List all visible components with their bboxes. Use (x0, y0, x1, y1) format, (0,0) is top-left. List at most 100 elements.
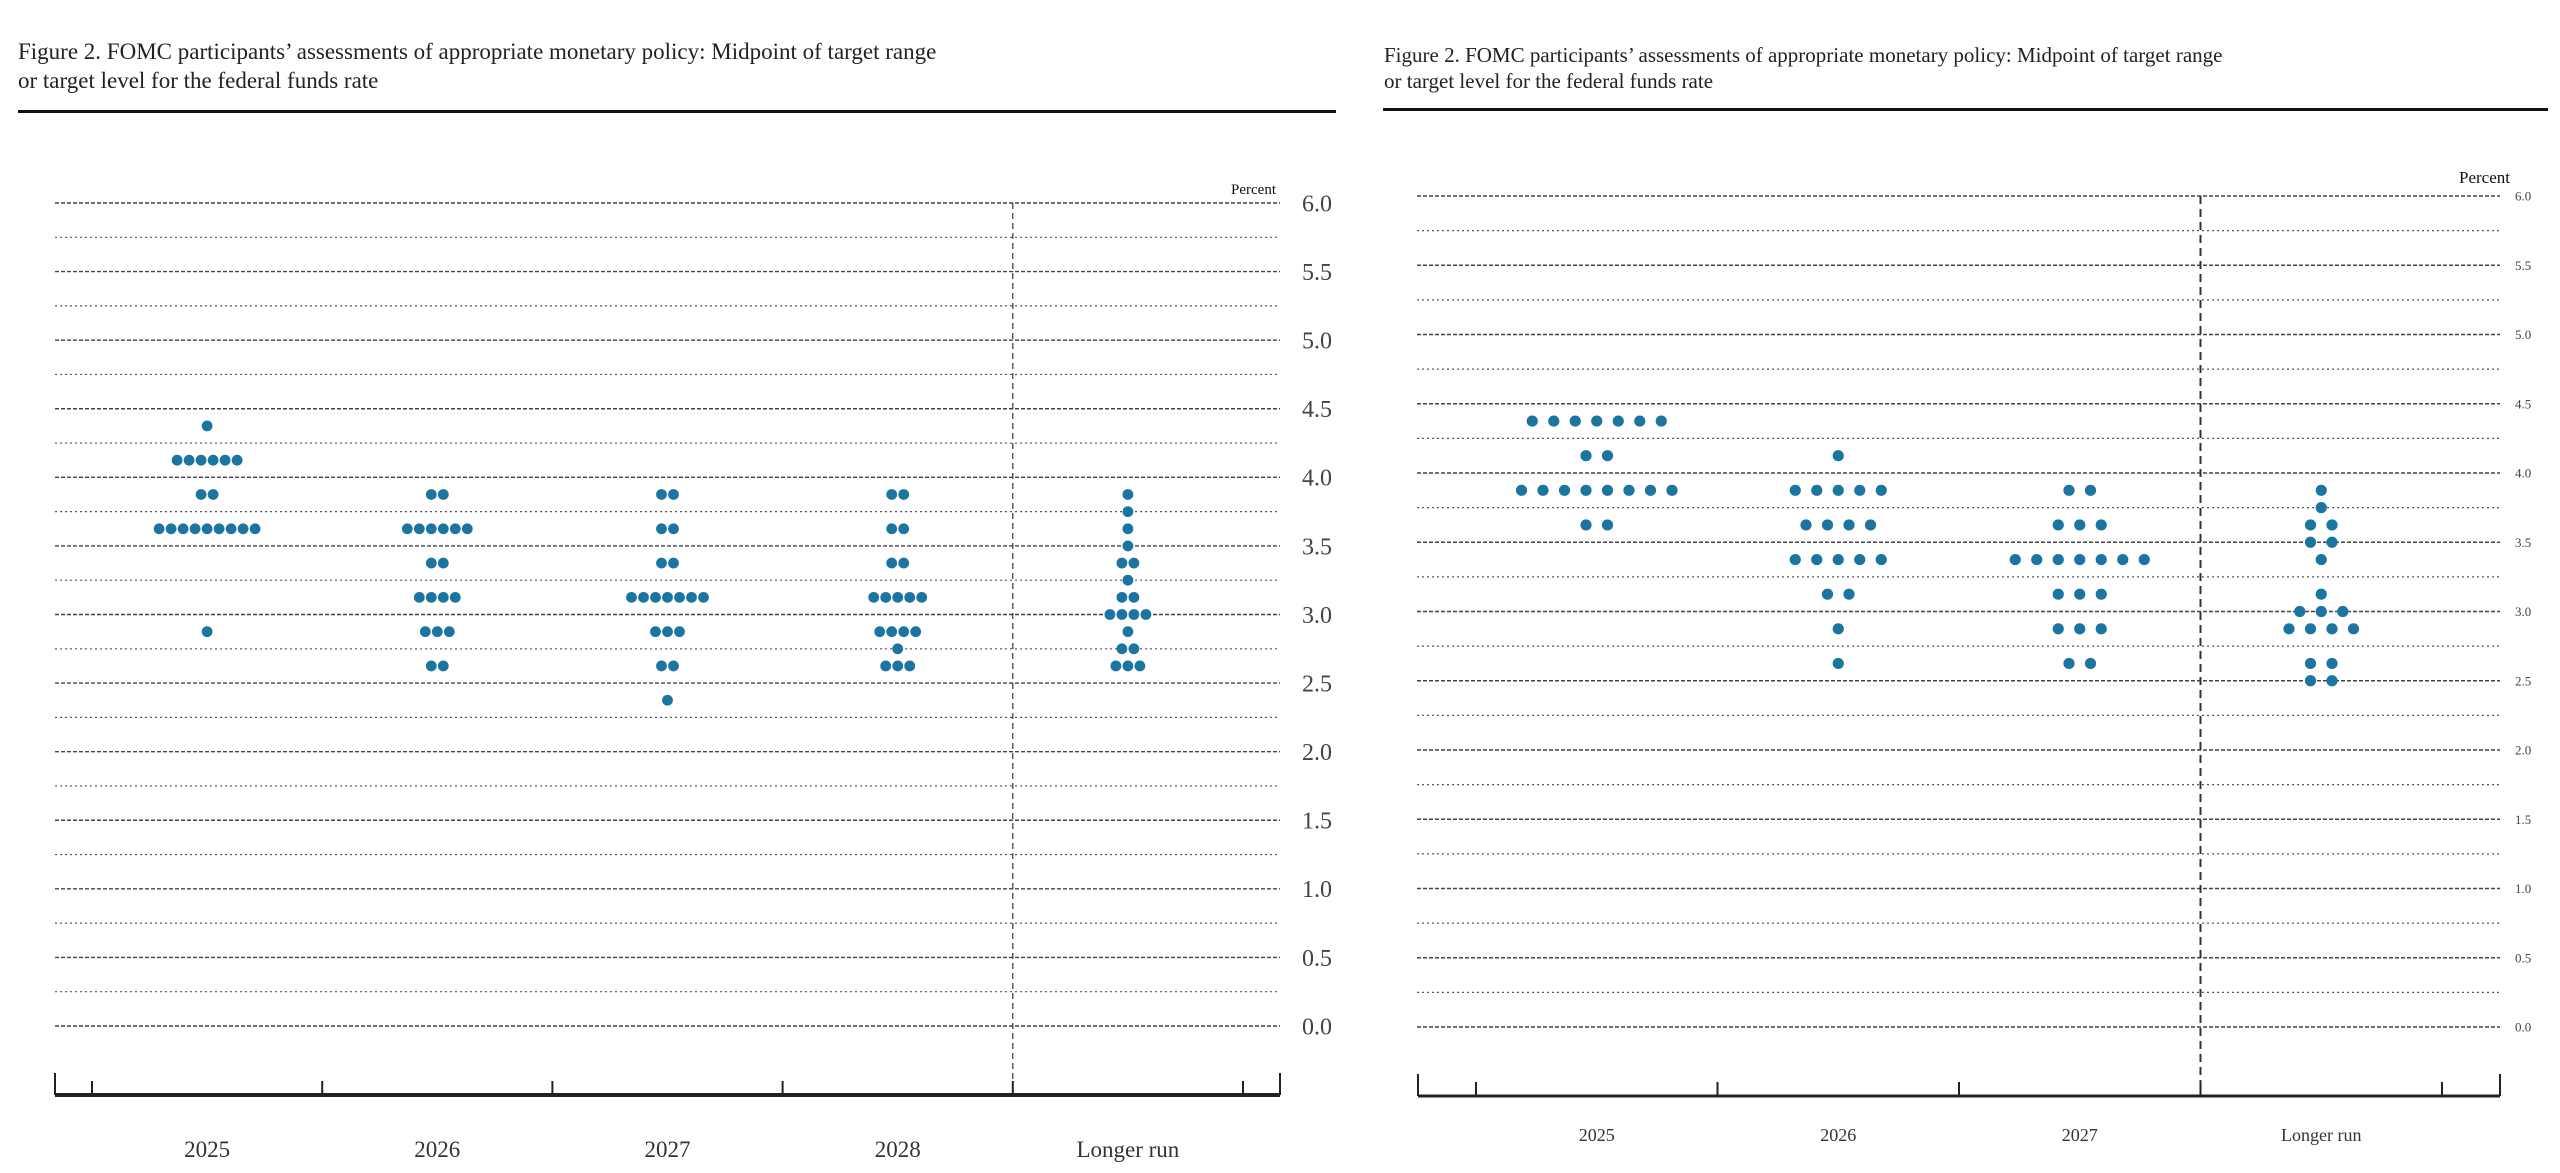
left-figure-title: Figure 2. FOMC participants’ assessments… (18, 38, 1338, 96)
dot-longer-run-2.875 (2304, 623, 2317, 635)
dot-2025-3.625 (1601, 519, 1614, 531)
dot-2026-3.375 (1854, 553, 1866, 566)
y-tick-label: 3.5 (1302, 534, 1332, 560)
dot-2027-3.375 (2031, 553, 2043, 566)
dot-longer-run-2.875 (2347, 623, 2360, 635)
dot-longer-run-3.375 (1116, 557, 1128, 569)
dot-longer-run-3.375 (2315, 553, 2327, 566)
dot-2026-2.875 (443, 626, 455, 638)
dot-2028-2.625 (904, 660, 916, 672)
dot-2025-2.875 (201, 626, 213, 638)
y-tick-label: 6.0 (2515, 189, 2531, 204)
dot-2027-3.875 (656, 489, 667, 500)
dot-2025-3.625 (1580, 519, 1592, 531)
dot-2025-3.625 (237, 523, 249, 535)
dot-longer-run-3.625 (2326, 519, 2338, 531)
dot-2028-3.875 (898, 489, 910, 500)
dot-2026-3.625 (1800, 519, 1812, 531)
dot-2025-3.625 (165, 523, 177, 535)
dot-2026-3.375 (1811, 553, 1823, 566)
dot-2028-3.875 (886, 489, 898, 500)
dot-2026-3.125 (1821, 588, 1834, 600)
right-figure-title: Figure 2. FOMC participants’ assessments… (1384, 42, 2560, 95)
dot-2025-3.875 (1515, 484, 1528, 496)
dot-2026-3.625 (1821, 519, 1834, 531)
dot-longer-run-2.75 (1128, 643, 1140, 655)
dot-2027-3.125 (626, 591, 637, 603)
x-category-label: Longer run (1076, 1137, 1179, 1162)
y-tick-label: 5.0 (2515, 327, 2531, 342)
dot-2025-4.125 (195, 454, 207, 466)
y-tick-label: 0.5 (1302, 946, 1332, 972)
y-tick-label: 3.0 (2515, 604, 2531, 619)
dot-2026-2.625 (1832, 657, 1844, 670)
y-tick-label: 4.5 (1302, 397, 1332, 423)
dot-2027-3.875 (2063, 484, 2075, 496)
dot-2028-2.625 (880, 660, 892, 672)
dot-longer-run-3.125 (1116, 591, 1128, 603)
dot-2026-3.875 (1854, 484, 1866, 496)
dot-2028-3.125 (868, 591, 880, 603)
dot-2027-2.875 (2095, 623, 2107, 635)
dot-2028-3.375 (898, 557, 910, 569)
dot-2027-3.875 (2084, 484, 2097, 496)
dot-longer-run-3.25 (1122, 574, 1134, 586)
y-tick-label: 0.5 (2515, 950, 2531, 965)
dot-2025-3.875 (1666, 484, 1678, 496)
dot-2026-3.875 (1875, 484, 1887, 496)
dot-2028-3.375 (886, 557, 898, 569)
dot-2025-4.125 (219, 454, 231, 466)
right-title-rule (1383, 108, 2548, 111)
dot-2027-3.375 (2009, 553, 2021, 566)
dot-longer-run-3.125 (1128, 591, 1140, 603)
dot-2025-4.125 (207, 454, 219, 466)
y-tick-label: 2.0 (1302, 740, 1332, 766)
dot-2027-2.375 (662, 694, 673, 706)
dot-2027-3.625 (656, 523, 667, 535)
dot-longer-run-3.375 (1128, 557, 1140, 569)
dot-longer-run-3.75 (1122, 506, 1134, 518)
dot-2027-3.375 (2052, 553, 2064, 566)
dot-2026-3.875 (1832, 484, 1844, 496)
dot-longer-run-2.75 (1116, 643, 1128, 655)
unit-label: Percent (1231, 182, 1277, 198)
dot-longer-run-2.5 (2326, 675, 2338, 687)
dot-2025-3.625 (249, 523, 261, 535)
dot-2025-3.625 (201, 523, 213, 535)
dot-2027-3.625 (668, 523, 679, 535)
dot-2026-3.125 (1843, 588, 1855, 600)
dot-2026-3.125 (425, 591, 437, 603)
dot-2026-3.625 (401, 523, 413, 535)
dot-2027-2.625 (2063, 657, 2075, 670)
dot-2028-3.125 (880, 591, 892, 603)
dot-2027-3.375 (668, 557, 679, 569)
dot-longer-run-2.625 (1110, 660, 1122, 672)
dot-longer-run-3.5 (2326, 536, 2338, 548)
y-tick-label: 1.5 (1302, 809, 1332, 835)
dot-2025-4.375 (1526, 415, 1538, 427)
dot-2027-3.125 (2095, 588, 2107, 600)
right-title-line1: Figure 2. FOMC participants’ assessments… (1384, 43, 2223, 67)
y-tick-label: 4.0 (2515, 466, 2531, 481)
dot-2025-3.875 (207, 489, 219, 500)
dot-2026-2.875 (431, 626, 443, 638)
y-tick-label: 2.5 (1302, 671, 1332, 697)
dot-2028-3.125 (916, 591, 928, 603)
dot-longer-run-3 (1116, 609, 1128, 620)
dot-2028-2.625 (892, 660, 904, 672)
dot-2027-3.125 (638, 591, 649, 603)
dot-longer-run-2.875 (1122, 626, 1134, 638)
dot-2025-4.375 (1612, 415, 1624, 427)
right-title-line2: or target level for the federal funds ra… (1384, 69, 1714, 94)
dot-2027-3.375 (2074, 553, 2086, 566)
x-category-label: 2026 (1820, 1125, 1856, 1145)
dot-longer-run-3 (1140, 609, 1152, 620)
y-tick-label: 1.5 (2515, 812, 2531, 827)
dot-longer-run-2.625 (1122, 660, 1134, 672)
dot-2026-3.625 (461, 523, 473, 535)
dot-2027-2.875 (650, 626, 661, 638)
y-tick-label: 5.5 (1302, 260, 1332, 286)
dot-2025-3.875 (1580, 484, 1592, 496)
dot-2026-2.625 (425, 660, 437, 672)
dot-2027-3.125 (686, 591, 697, 603)
